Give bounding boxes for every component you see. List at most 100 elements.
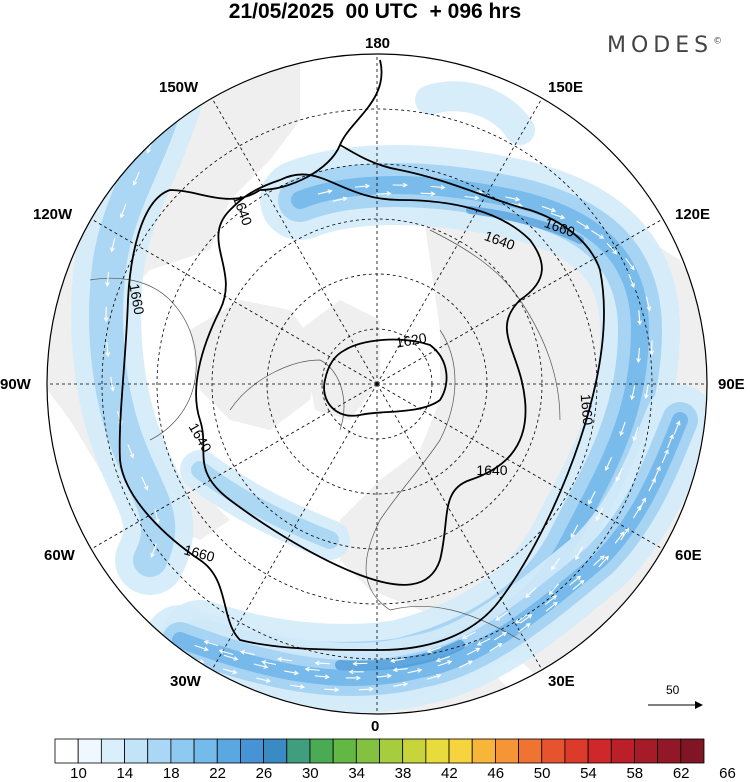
wind-arrow <box>289 684 304 688</box>
wind-arrow-head <box>476 641 482 646</box>
wind-arrow-head <box>105 282 110 288</box>
wind-arrow-head <box>132 180 138 186</box>
contour-line <box>259 59 383 191</box>
wind-arrow <box>576 220 589 229</box>
wind-arrow <box>332 197 347 202</box>
wind-arrow-head <box>299 684 306 690</box>
graticule <box>47 54 707 714</box>
wind-arrow-head <box>637 320 643 326</box>
wind-arrow-head <box>527 614 533 619</box>
lon-label-120w: 120W <box>33 206 73 223</box>
wind-arrow <box>637 347 641 362</box>
wind-arrow <box>525 587 537 598</box>
wind-arrow <box>588 491 596 505</box>
wind-arrow <box>519 614 532 624</box>
wind-arrow-head <box>392 667 398 673</box>
wind-arrow <box>315 662 330 665</box>
wind-arrow <box>638 310 641 325</box>
coastline <box>365 329 456 611</box>
wind-arrow <box>194 644 208 651</box>
wind-arrow-head <box>646 306 652 312</box>
wind-arrow-head <box>575 555 580 561</box>
wind-arrow-head <box>552 595 558 600</box>
wind-arrow-head <box>324 674 330 680</box>
wind-arrow <box>284 670 299 674</box>
contour-line <box>323 338 448 417</box>
wind-arrow-head <box>630 395 635 401</box>
wind-arrow <box>495 611 508 621</box>
modes-logo: MODES© <box>607 33 722 58</box>
wind-arrow-head <box>595 516 601 522</box>
wind-arrow <box>106 271 110 286</box>
wind-arrow-head <box>314 660 320 666</box>
wind-arrow-head <box>525 623 531 628</box>
wind-arrow <box>625 257 635 270</box>
wind-arrow <box>111 237 116 252</box>
wind-arrow <box>154 509 159 523</box>
wind-arrow <box>595 507 604 521</box>
wind-arrow <box>631 385 636 400</box>
wind-arrow-head <box>417 668 423 673</box>
wind-arrow-head <box>327 189 333 194</box>
wind-arrow <box>605 457 613 471</box>
lon-label-150e: 150E <box>548 79 584 96</box>
wind-arrow <box>572 580 585 590</box>
wind-arrow-head <box>150 552 155 558</box>
lon-label-180: 180 <box>365 35 391 52</box>
wind-arrow-head <box>467 660 473 665</box>
wind-arrow <box>591 230 604 239</box>
wind-arrow-head <box>119 213 125 219</box>
latitude-circle <box>156 163 598 605</box>
brand-name: MODES <box>607 33 714 58</box>
wind-arrow <box>141 476 149 490</box>
wind-arrow <box>133 171 140 186</box>
wind-arrow <box>353 662 368 665</box>
wind-arrow-head <box>502 631 508 637</box>
wind-arrow <box>120 204 127 218</box>
wind-arrow-head <box>630 265 635 271</box>
wind-arrow-head <box>348 669 354 675</box>
wind-arrow <box>518 623 531 633</box>
wind-arrow <box>253 663 268 668</box>
meridian-line <box>376 383 663 550</box>
map-border <box>46 53 708 715</box>
wind-arrow <box>489 643 502 652</box>
wind-arrow <box>358 688 373 691</box>
wind-arrow-head <box>447 660 453 665</box>
meridian-line <box>91 383 378 550</box>
wind-arrow-head <box>548 590 554 596</box>
wind-arrow-head <box>525 593 531 599</box>
colorbar-tick-label: 42 <box>441 765 458 782</box>
wind-arrow <box>222 668 237 674</box>
wind-arrow <box>159 106 166 121</box>
wind-arrow <box>459 660 473 668</box>
coastline <box>229 359 345 431</box>
wind-arrow-head <box>233 656 239 661</box>
wind-arrow <box>661 449 669 464</box>
wind-arrow <box>550 212 565 219</box>
wind-arrow-head <box>669 433 674 440</box>
contour-label: 1660 <box>578 393 597 426</box>
wind-arrow-head <box>352 661 358 667</box>
colorbar-tick-label: 50 <box>533 765 551 782</box>
colorbar-tick-label: 54 <box>580 765 597 782</box>
wind-arrow-head <box>664 449 669 455</box>
wind-arrow <box>645 384 649 399</box>
wind-arrow-head <box>218 649 224 654</box>
wind-arrow <box>391 658 406 662</box>
wind-arrow-head <box>632 436 637 442</box>
wind-arrow-head <box>154 518 160 524</box>
wind-arrow <box>606 242 617 255</box>
wind-arrow-head <box>644 393 649 400</box>
wind-arrow-head <box>675 420 681 426</box>
meridian-line <box>211 98 378 385</box>
coastline <box>89 277 197 441</box>
wind-arrow-head <box>110 386 115 392</box>
lon-label-90w: 90W <box>0 376 31 393</box>
wind-arrow <box>545 602 558 612</box>
wind-arrow-head <box>386 191 392 196</box>
wind-arrow-head <box>265 678 271 683</box>
wind-arrow <box>673 421 680 435</box>
wind-arrow-head <box>426 648 432 654</box>
